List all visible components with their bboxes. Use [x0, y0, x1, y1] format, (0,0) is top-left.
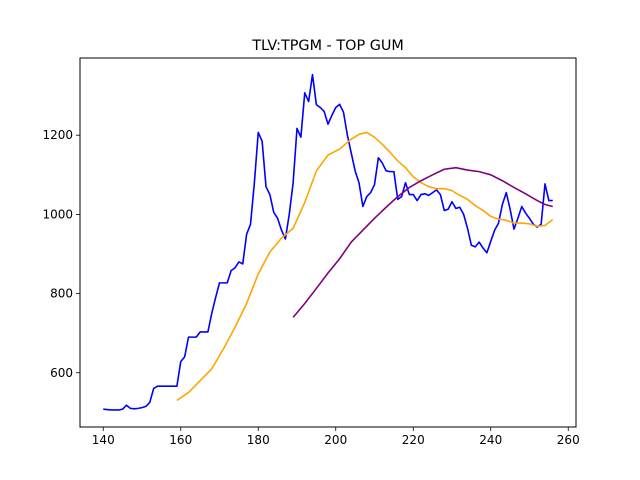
x-tick-label: 200 — [324, 433, 347, 447]
x-tick-label: 180 — [247, 433, 270, 447]
series-line-3 — [292, 166, 553, 318]
x-tick-label: 140 — [92, 433, 115, 447]
plot-series — [103, 73, 554, 411]
x-axis: 140 160 180 200 220 240 260 — [92, 427, 580, 447]
y-axis: 600 800 1000 1200 — [42, 128, 80, 380]
y-tick-label: 800 — [50, 287, 73, 301]
x-tick-label: 220 — [402, 433, 425, 447]
y-tick-label: 1200 — [42, 128, 73, 142]
y-tick-label: 600 — [50, 366, 73, 380]
chart-title: TLV:TPGM - TOP GUM — [251, 38, 404, 54]
x-tick-label: 160 — [169, 433, 192, 447]
series-line-2 — [176, 131, 554, 402]
x-tick-label: 260 — [557, 433, 580, 447]
x-tick-label: 240 — [479, 433, 502, 447]
y-tick-label: 1000 — [42, 207, 73, 221]
plot-area-frame — [79, 57, 577, 428]
series-line-1 — [103, 73, 553, 411]
